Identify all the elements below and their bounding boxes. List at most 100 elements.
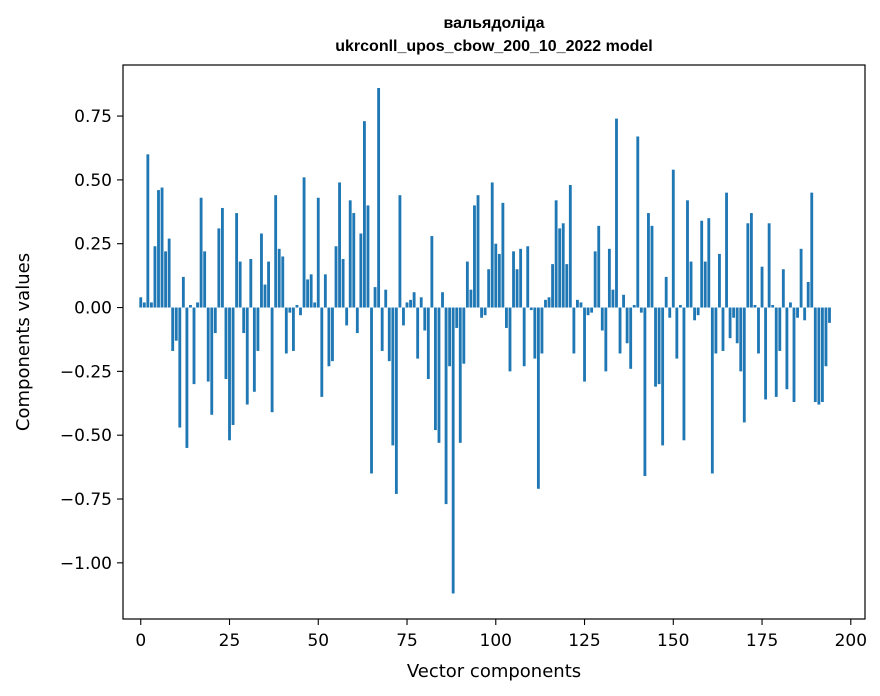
bar-component-169 — [739, 307, 743, 372]
bar-component-190 — [813, 307, 817, 402]
bar-component-135 — [618, 307, 622, 354]
bar-component-37 — [270, 307, 274, 413]
bar-component-19 — [206, 307, 210, 382]
bar-component-1 — [142, 302, 146, 308]
bar-component-13 — [185, 307, 189, 448]
bar-component-93 — [469, 289, 473, 308]
bar-component-167 — [732, 307, 736, 318]
bar-component-89 — [455, 307, 459, 328]
bar-component-128 — [593, 251, 597, 308]
bar-component-101 — [497, 253, 501, 308]
bar-component-145 — [654, 307, 657, 387]
bar-component-92 — [465, 261, 469, 308]
bar-component-154 — [686, 200, 689, 308]
bar-component-65 — [370, 307, 373, 474]
bar-component-16 — [196, 302, 199, 308]
bar-component-137 — [625, 307, 629, 344]
bar-component-130 — [600, 307, 604, 331]
chart-title: вальядоліда — [443, 15, 544, 32]
bar-component-138 — [629, 307, 633, 369]
bar-component-84 — [437, 307, 441, 443]
bar-component-69 — [384, 289, 388, 308]
bar-component-44 — [295, 304, 299, 308]
bar-component-123 — [576, 299, 579, 308]
bar-component-183 — [789, 302, 792, 308]
bar-component-41 — [284, 307, 288, 354]
bar-component-156 — [693, 307, 697, 321]
bar-component-143 — [647, 213, 650, 308]
bar-component-73 — [398, 195, 402, 308]
bar-component-32 — [252, 307, 256, 392]
bar-component-188 — [806, 282, 810, 308]
bar-component-150 — [671, 169, 675, 308]
y-tick-label: 0.00 — [74, 299, 112, 319]
bar-component-76 — [409, 299, 412, 308]
bar-component-96 — [480, 307, 483, 318]
bar-component-104 — [508, 307, 512, 372]
bar-component-105 — [512, 251, 515, 308]
y-axis-ticks: −1.00 −0.75 −0.50 −0.25 0.00 0.25 0.50 0.75 — [60, 107, 123, 574]
bar-component-113 — [540, 307, 544, 354]
bar-component-27 — [235, 213, 239, 308]
bar-component-22 — [217, 228, 221, 308]
bar-component-21 — [213, 307, 217, 334]
bar-component-173 — [753, 304, 757, 308]
bar-component-43 — [291, 307, 295, 351]
bar-component-54 — [331, 307, 334, 362]
bar-component-139 — [632, 304, 636, 308]
bar-component-191 — [817, 307, 821, 405]
bar-component-47 — [306, 279, 310, 308]
bar-component-142 — [643, 307, 647, 477]
x-tick-label: 75 — [396, 631, 418, 651]
bar-component-52 — [323, 274, 327, 308]
bar-component-103 — [505, 307, 508, 328]
bar-component-151 — [675, 307, 679, 359]
bar-component-174 — [757, 307, 760, 354]
bar-component-50 — [316, 197, 320, 308]
bar-component-95 — [476, 195, 480, 308]
bar-component-94 — [473, 205, 476, 308]
bar-component-165 — [725, 192, 728, 308]
bar-component-176 — [764, 307, 768, 400]
bar-component-4 — [153, 246, 157, 308]
bar-component-40 — [281, 256, 285, 308]
bar-component-179 — [774, 307, 778, 397]
y-tick-label: 0.50 — [74, 171, 112, 191]
x-tick-label: 175 — [746, 631, 778, 651]
x-tick-label: 100 — [480, 631, 512, 651]
bar-component-61 — [355, 307, 359, 334]
bar-component-160 — [707, 218, 711, 308]
bar-component-175 — [760, 266, 764, 308]
bar-component-48 — [309, 274, 313, 308]
bar-component-53 — [327, 307, 331, 367]
bar-component-129 — [597, 225, 601, 308]
bar-component-15 — [192, 307, 196, 385]
bar-component-119 — [561, 223, 565, 308]
bar-component-118 — [558, 228, 562, 308]
bar-component-98 — [487, 269, 491, 308]
x-tick-label: 50 — [307, 631, 329, 651]
bar-component-157 — [696, 307, 700, 316]
bar-component-63 — [363, 121, 366, 308]
chart-subtitle: ukrconll_upos_cbow_200_10_2022 model — [335, 38, 652, 55]
y-tick-label: 0.75 — [74, 107, 112, 127]
bar-component-39 — [277, 248, 281, 308]
bar-component-153 — [682, 307, 686, 441]
bar-component-159 — [703, 261, 707, 308]
bar-component-161 — [710, 307, 714, 474]
bar-component-178 — [771, 304, 775, 308]
bar-component-83 — [434, 307, 437, 431]
bar-component-184 — [792, 307, 796, 402]
y-tick-label: −0.75 — [60, 490, 112, 510]
bar-component-5 — [157, 190, 160, 308]
bar-component-8 — [167, 238, 171, 308]
bar-component-168 — [735, 307, 739, 344]
bar-component-86 — [444, 307, 448, 505]
y-tick-label: 0.25 — [74, 235, 112, 255]
bar-component-189 — [810, 192, 814, 308]
bar-component-71 — [391, 307, 395, 446]
bar-component-34 — [260, 233, 263, 308]
bar-component-148 — [664, 276, 668, 308]
bar-component-81 — [426, 307, 430, 380]
